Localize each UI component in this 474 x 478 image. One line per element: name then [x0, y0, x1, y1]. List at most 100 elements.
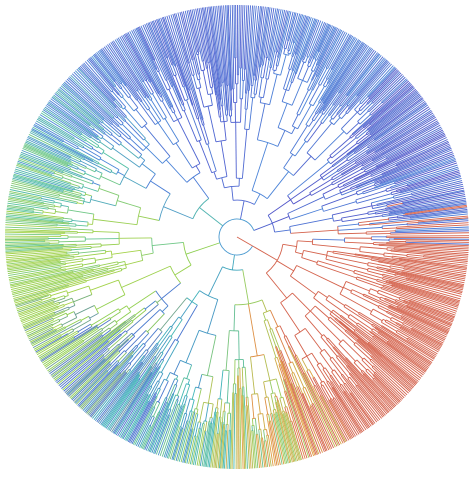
internal-branch	[222, 106, 224, 122]
internal-branch	[368, 213, 375, 214]
leaf-branch	[239, 5, 240, 75]
internal-branch	[328, 251, 334, 252]
internal-branch	[63, 221, 72, 222]
internal-branch	[222, 411, 223, 422]
internal-branch	[183, 105, 185, 110]
internal-branch	[263, 414, 265, 430]
internal-branch	[232, 255, 234, 270]
internal-branch	[323, 115, 329, 123]
internal-branch	[330, 138, 351, 156]
internal-branch	[99, 188, 119, 195]
internal-branch	[330, 118, 332, 121]
internal-branch	[266, 273, 286, 298]
internal-branch	[315, 131, 344, 160]
leaf-branch	[5, 242, 45, 243]
internal-branch	[196, 166, 200, 173]
internal-branch	[264, 382, 267, 397]
internal-branch	[200, 402, 204, 422]
leaf-branch	[240, 5, 241, 68]
internal-branch	[263, 313, 265, 320]
internal-branch	[373, 206, 387, 209]
internal-branch	[218, 417, 220, 433]
internal-branch	[297, 90, 309, 114]
internal-branch	[208, 377, 213, 403]
internal-branch	[98, 147, 104, 151]
internal-branch	[284, 337, 289, 347]
internal-branch	[191, 400, 194, 411]
internal-branch	[255, 418, 257, 434]
internal-branch	[205, 421, 207, 431]
internal-branch	[314, 298, 332, 312]
internal-branch	[242, 129, 247, 178]
internal-branch	[192, 387, 195, 399]
internal-branch	[224, 403, 225, 411]
leaf-branch	[240, 388, 241, 469]
internal-branch	[62, 318, 77, 325]
internal-branch	[268, 397, 271, 414]
internal-branch	[90, 313, 99, 318]
internal-branch	[57, 225, 76, 226]
internal-branch	[103, 152, 129, 168]
internal-branch	[149, 98, 151, 101]
internal-branch	[81, 198, 84, 199]
internal-branch	[199, 88, 204, 107]
internal-branch	[129, 291, 156, 309]
internal-branch	[327, 157, 331, 160]
internal-branch	[118, 172, 125, 176]
internal-branch	[341, 113, 346, 119]
internal-branch	[290, 218, 333, 227]
internal-branch	[271, 394, 274, 410]
internal-branch	[81, 195, 85, 196]
internal-branch	[265, 398, 268, 415]
internal-branch	[240, 201, 244, 220]
internal-branch	[174, 112, 178, 119]
internal-branch	[333, 175, 342, 180]
internal-branch	[214, 172, 217, 179]
internal-branch	[297, 241, 312, 242]
internal-branch	[280, 326, 285, 336]
internal-branch	[142, 253, 154, 255]
internal-branch	[149, 109, 158, 122]
internal-branch	[130, 138, 143, 150]
root-arc	[219, 219, 254, 255]
internal-branch	[258, 394, 261, 414]
internal-branch	[382, 224, 407, 226]
internal-branch	[340, 385, 344, 391]
internal-branch	[199, 79, 201, 87]
internal-branch	[350, 134, 353, 136]
internal-branch	[194, 409, 195, 412]
internal-branch	[205, 403, 208, 421]
internal-branch	[383, 279, 389, 281]
internal-branch	[283, 69, 289, 89]
internal-branch	[292, 80, 302, 105]
internal-branch	[152, 242, 183, 245]
internal-branch	[83, 263, 96, 265]
internal-branch	[76, 244, 101, 245]
internal-branch	[248, 304, 257, 356]
internal-branch	[368, 209, 386, 212]
internal-branch	[199, 74, 200, 79]
internal-branch	[55, 296, 64, 299]
internal-branch	[176, 380, 178, 385]
internal-branch	[312, 353, 319, 364]
internal-branch	[93, 219, 137, 224]
internal-branch	[135, 308, 144, 315]
internal-branch	[71, 158, 80, 162]
internal-branch	[356, 190, 386, 200]
internal-branch	[83, 258, 95, 260]
internal-branch	[204, 421, 205, 424]
internal-branch	[93, 183, 100, 186]
internal-branch	[263, 79, 267, 98]
internal-branch	[156, 388, 158, 393]
internal-branch	[119, 306, 126, 311]
internal-branch	[70, 229, 93, 230]
internal-branch	[295, 335, 307, 356]
internal-branch	[370, 289, 378, 292]
internal-branch	[254, 223, 273, 230]
internal-branch	[333, 220, 341, 221]
internal-branch	[366, 231, 395, 232]
internal-branch	[315, 306, 329, 318]
internal-branch	[260, 97, 261, 102]
internal-branch	[162, 283, 181, 299]
